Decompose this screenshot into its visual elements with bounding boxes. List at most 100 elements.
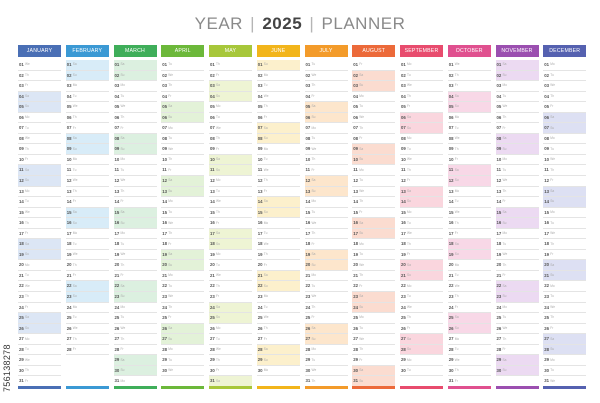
- day-row[interactable]: 18 We: [256, 239, 300, 250]
- day-row[interactable]: 09 We: [304, 144, 348, 155]
- day-row[interactable]: 11 We: [256, 165, 300, 177]
- day-row[interactable]: 23 Tu: [543, 292, 587, 303]
- day-row[interactable]: 26 Tu: [352, 324, 396, 335]
- day-row[interactable]: 30 Th: [18, 366, 61, 377]
- day-row[interactable]: 27 Mo: [447, 334, 491, 345]
- day-row[interactable]: 30 Su: [495, 365, 539, 377]
- day-row[interactable]: 19 Su: [447, 249, 491, 261]
- day-row[interactable]: 21 Su: [400, 270, 443, 282]
- day-row[interactable]: 06 Th: [65, 113, 109, 124]
- day-row[interactable]: 07 Tu: [18, 123, 61, 134]
- day-row[interactable]: 03 We: [400, 81, 443, 92]
- day-row[interactable]: 21 Sa: [256, 270, 300, 282]
- day-row[interactable]: 04 Th: [543, 92, 587, 103]
- day-row[interactable]: 12 Mo: [209, 176, 252, 187]
- day-row[interactable]: 18 Tu: [65, 239, 109, 250]
- day-row[interactable]: 21 Mo: [304, 271, 348, 282]
- day-row[interactable]: 29 Mo: [400, 355, 443, 366]
- day-row[interactable]: 12 Tu: [352, 176, 396, 187]
- day-row[interactable]: 30 We: [161, 366, 205, 377]
- day-row[interactable]: 28 Su: [400, 344, 443, 356]
- day-row[interactable]: 21 Tu: [18, 271, 61, 282]
- day-row[interactable]: 25 Sa: [18, 313, 61, 324]
- day-row[interactable]: 22 Fr: [352, 281, 396, 293]
- day-row[interactable]: 26 We: [65, 324, 109, 335]
- day-row[interactable]: 06 Th: [113, 113, 157, 124]
- day-row[interactable]: 03 Su: [352, 81, 396, 92]
- day-row[interactable]: 16 Fr: [209, 218, 252, 229]
- day-row[interactable]: 28 Tu: [447, 345, 491, 356]
- day-row[interactable]: 04 Sa: [18, 91, 61, 103]
- day-row[interactable]: 29 Su: [256, 355, 300, 366]
- day-row[interactable]: 04 Sa: [447, 91, 491, 103]
- day-row[interactable]: 01 Su: [256, 60, 300, 71]
- day-row[interactable]: 04 Tu: [113, 92, 157, 103]
- day-row[interactable]: 07 Fr: [113, 123, 157, 134]
- day-row[interactable]: 16 Tu: [543, 218, 587, 229]
- day-row[interactable]: 10 Th: [161, 155, 205, 166]
- day-row[interactable]: 17 Sa: [209, 228, 252, 240]
- day-row[interactable]: 25 We: [256, 313, 300, 324]
- day-row[interactable]: 08 Su: [256, 133, 300, 145]
- day-row[interactable]: 18 Fr: [161, 239, 205, 250]
- day-row[interactable]: 25 Tu: [65, 313, 109, 324]
- day-row[interactable]: 27 Sa: [400, 334, 443, 345]
- day-row[interactable]: 27 Th: [495, 334, 539, 345]
- day-row[interactable]: 19 Mo: [209, 250, 252, 261]
- day-row[interactable]: 02 Su: [65, 70, 109, 82]
- day-row[interactable]: 21 Fr: [65, 271, 109, 282]
- day-row[interactable]: 13 Th: [495, 187, 539, 198]
- day-row[interactable]: 30 We: [304, 366, 348, 377]
- day-row[interactable]: 19 Fr: [400, 250, 443, 261]
- day-row[interactable]: 03 Mo: [495, 81, 539, 92]
- day-row[interactable]: 02 Sa: [352, 70, 396, 82]
- day-row[interactable]: 08 Sa: [113, 133, 157, 145]
- day-row[interactable]: 05 We: [495, 102, 539, 113]
- day-row[interactable]: 15 Su: [256, 207, 300, 219]
- day-row[interactable]: 13 Sa: [400, 186, 443, 198]
- day-row[interactable]: 30 Th: [447, 366, 491, 377]
- day-row[interactable]: 17 Mo: [495, 229, 539, 240]
- day-row[interactable]: 20 Mo: [447, 260, 491, 271]
- day-row[interactable]: 27 We: [352, 334, 396, 345]
- day-row[interactable]: 17 Th: [161, 229, 205, 240]
- day-row[interactable]: 26 Sa: [161, 323, 205, 335]
- day-row[interactable]: 25 Mo: [352, 313, 396, 324]
- day-row[interactable]: 25 Su: [209, 313, 252, 324]
- day-row[interactable]: 27 Sa: [543, 334, 587, 345]
- day-row[interactable]: 11 Tu: [113, 165, 157, 177]
- day-row[interactable]: 07 Mo: [161, 123, 205, 134]
- day-row[interactable]: 23 Fr: [209, 292, 252, 303]
- day-row[interactable]: 15 Mo: [400, 208, 443, 219]
- day-row[interactable]: 11 Sa: [447, 165, 491, 177]
- day-row[interactable]: 10 Su: [352, 154, 396, 166]
- day-row[interactable]: 25 Tu: [113, 313, 157, 324]
- day-row[interactable]: 19 Tu: [352, 250, 396, 261]
- day-row[interactable]: 23 Mo: [256, 292, 300, 303]
- day-row[interactable]: 11 Fr: [304, 165, 348, 177]
- day-row[interactable]: 09 Tu: [543, 144, 587, 155]
- day-row[interactable]: 28 Th: [352, 345, 396, 356]
- day-row[interactable]: 03 We: [543, 81, 587, 92]
- day-row[interactable]: 04 Su: [209, 91, 252, 103]
- day-row[interactable]: 29 Th: [209, 355, 252, 366]
- day-row[interactable]: 12 Sa: [161, 176, 205, 187]
- day-row[interactable]: 09 Tu: [400, 144, 443, 155]
- day-row[interactable]: 24 Fr: [18, 303, 61, 314]
- day-row[interactable]: 20 We: [352, 260, 396, 271]
- day-row[interactable]: 22 We: [447, 281, 491, 293]
- day-row[interactable]: 06 Mo: [447, 113, 491, 124]
- day-row[interactable]: 11 Th: [400, 165, 443, 177]
- day-row[interactable]: 13 Sa: [543, 186, 587, 198]
- day-row[interactable]: 12 We: [65, 176, 109, 187]
- day-row[interactable]: 18 Su: [209, 239, 252, 250]
- day-row[interactable]: 24 Tu: [256, 303, 300, 314]
- day-row[interactable]: 28 Fr: [113, 345, 157, 356]
- day-row[interactable]: 02 We: [304, 71, 348, 82]
- day-row[interactable]: 27 Tu: [209, 334, 252, 345]
- day-row[interactable]: 10 Tu: [256, 155, 300, 166]
- day-row[interactable]: 05 Sa: [161, 102, 205, 113]
- day-row[interactable]: 20 Th: [495, 260, 539, 271]
- day-row[interactable]: 16 We: [161, 218, 205, 229]
- day-row[interactable]: 21 Th: [352, 271, 396, 282]
